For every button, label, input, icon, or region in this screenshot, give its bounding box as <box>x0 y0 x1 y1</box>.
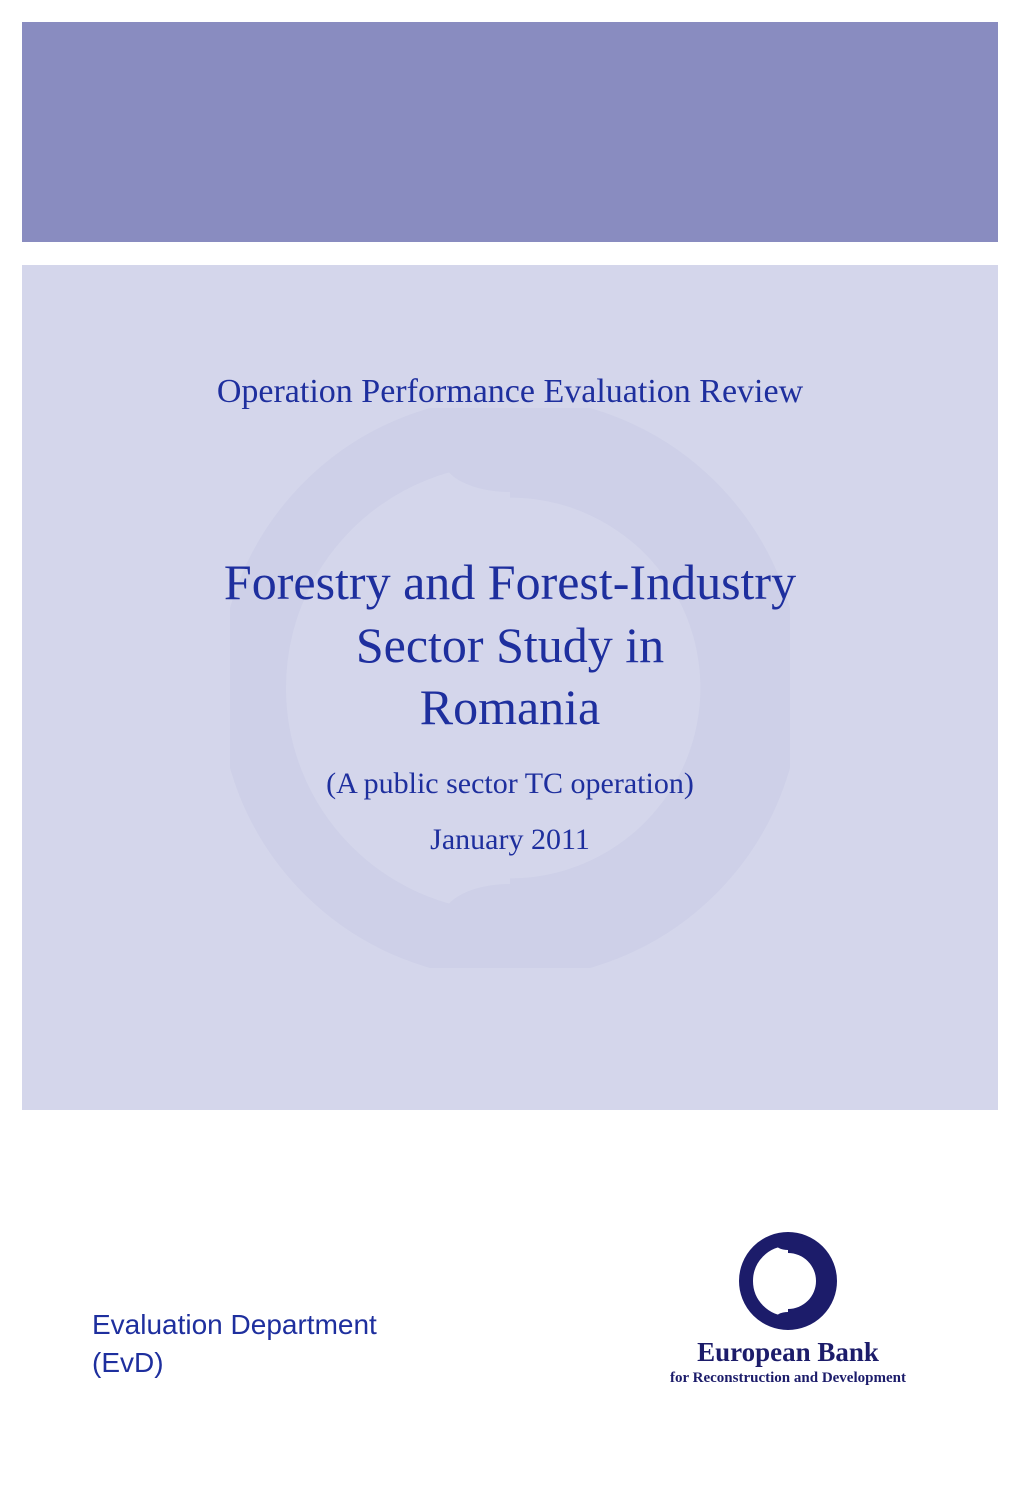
document-note: (A public sector TC operation) <box>22 767 998 801</box>
title-line-3: Romania <box>420 679 601 735</box>
dept-line-1: Evaluation Department <box>92 1309 377 1340</box>
main-panel: Operation Performance Evaluation Review … <box>22 265 998 1110</box>
footer-block: Evaluation Department (EvD) European Ban… <box>22 1226 998 1426</box>
document-title: Forestry and Forest-Industry Sector Stud… <box>22 551 998 739</box>
document-subtitle: Operation Performance Evaluation Review <box>22 373 998 411</box>
organization-logo-block: European Bank for Reconstruction and Dev… <box>638 1231 938 1387</box>
ebrd-logo-icon <box>738 1231 838 1331</box>
title-line-2: Sector Study in <box>356 617 664 673</box>
dept-line-2: (EvD) <box>92 1347 164 1378</box>
logo-title: European Bank <box>638 1337 938 1368</box>
document-date: January 2011 <box>22 823 998 857</box>
title-block: Operation Performance Evaluation Review … <box>22 265 998 857</box>
department-label: Evaluation Department (EvD) <box>92 1306 377 1382</box>
top-banner <box>22 22 998 242</box>
title-line-1: Forestry and Forest-Industry <box>224 554 796 610</box>
logo-tagline: for Reconstruction and Development <box>638 1370 938 1387</box>
